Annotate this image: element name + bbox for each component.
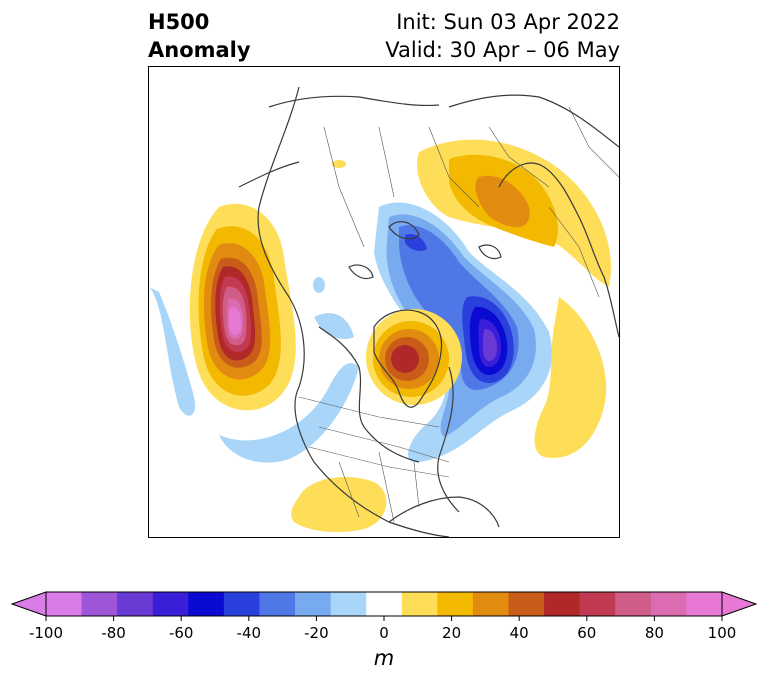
colorbar-segment bbox=[223, 592, 260, 616]
colorbar-tick-label: 100 bbox=[707, 624, 737, 642]
colorbar-segment bbox=[686, 592, 723, 616]
colorbar-segment bbox=[81, 592, 118, 616]
colorbar-extend-low bbox=[10, 591, 47, 617]
colorbar-tick-label: 60 bbox=[577, 624, 597, 642]
colorbar-tick-label: 80 bbox=[644, 624, 664, 642]
colorbar-tick-label: -40 bbox=[236, 624, 262, 642]
colorbar-segment bbox=[401, 592, 438, 616]
coastlines bbox=[238, 86, 619, 537]
title-left: H500 Anomaly bbox=[148, 8, 251, 64]
canada-negative-arc bbox=[314, 313, 354, 340]
atlantic-positive-anomaly bbox=[534, 297, 607, 458]
colorbar-segment bbox=[437, 592, 474, 616]
colorbar-segment bbox=[259, 592, 296, 616]
colorbar-tick-label: -100 bbox=[28, 624, 64, 642]
colorbar bbox=[10, 591, 758, 621]
colorbar-segment bbox=[579, 592, 616, 616]
colorbar-tick-label: 0 bbox=[379, 624, 389, 642]
colorbar-segment bbox=[46, 592, 83, 616]
colorbar-tick-label: 20 bbox=[442, 624, 462, 642]
colorbar-unit-label: m bbox=[373, 646, 395, 670]
init-date-label: Init: Sun 03 Apr 2022 bbox=[396, 10, 620, 34]
greenland-positive-anomaly bbox=[366, 309, 462, 405]
pacific-negative-arc bbox=[149, 287, 196, 416]
colorbar-tick-label: 40 bbox=[509, 624, 529, 642]
colorbar-segment bbox=[188, 592, 225, 616]
atlantic-negative-anomaly bbox=[374, 202, 553, 463]
colorbar-extend-high bbox=[721, 591, 758, 617]
colorbar-segment bbox=[615, 592, 652, 616]
colorbar-segment bbox=[544, 592, 581, 616]
gulf-positive-anomaly bbox=[291, 477, 387, 533]
map-panel bbox=[148, 66, 620, 538]
pacific-positive-anomaly bbox=[189, 203, 296, 411]
anomaly-title: Anomaly bbox=[148, 38, 251, 62]
colorbar-tick-label: -80 bbox=[101, 624, 126, 642]
political-borders bbox=[298, 106, 619, 523]
russia-positive-anomaly bbox=[417, 139, 611, 287]
colorbar-segment bbox=[152, 592, 189, 616]
colorbar-segment bbox=[295, 592, 332, 616]
colorbar-segment bbox=[472, 592, 510, 616]
colorbar-segment bbox=[508, 592, 545, 616]
colorbar-segment bbox=[117, 592, 154, 616]
colorbar-tick-label: -60 bbox=[168, 624, 194, 642]
valid-range-label: Valid: 30 Apr – 06 May bbox=[385, 38, 620, 62]
colorbar-segment bbox=[366, 592, 403, 616]
colorbar-segment bbox=[650, 592, 687, 616]
arctic-negative-patch bbox=[313, 277, 325, 293]
variable-title: H500 bbox=[148, 10, 210, 34]
alaska-positive-patch bbox=[332, 160, 346, 168]
anomaly-map bbox=[149, 86, 619, 537]
colorbar-tick-label: -20 bbox=[304, 624, 329, 642]
colorbar-segment bbox=[330, 592, 367, 616]
title-right: Init: Sun 03 Apr 2022 Valid: 30 Apr – 06… bbox=[385, 8, 620, 64]
pacific-negative-arc-south bbox=[219, 363, 359, 463]
